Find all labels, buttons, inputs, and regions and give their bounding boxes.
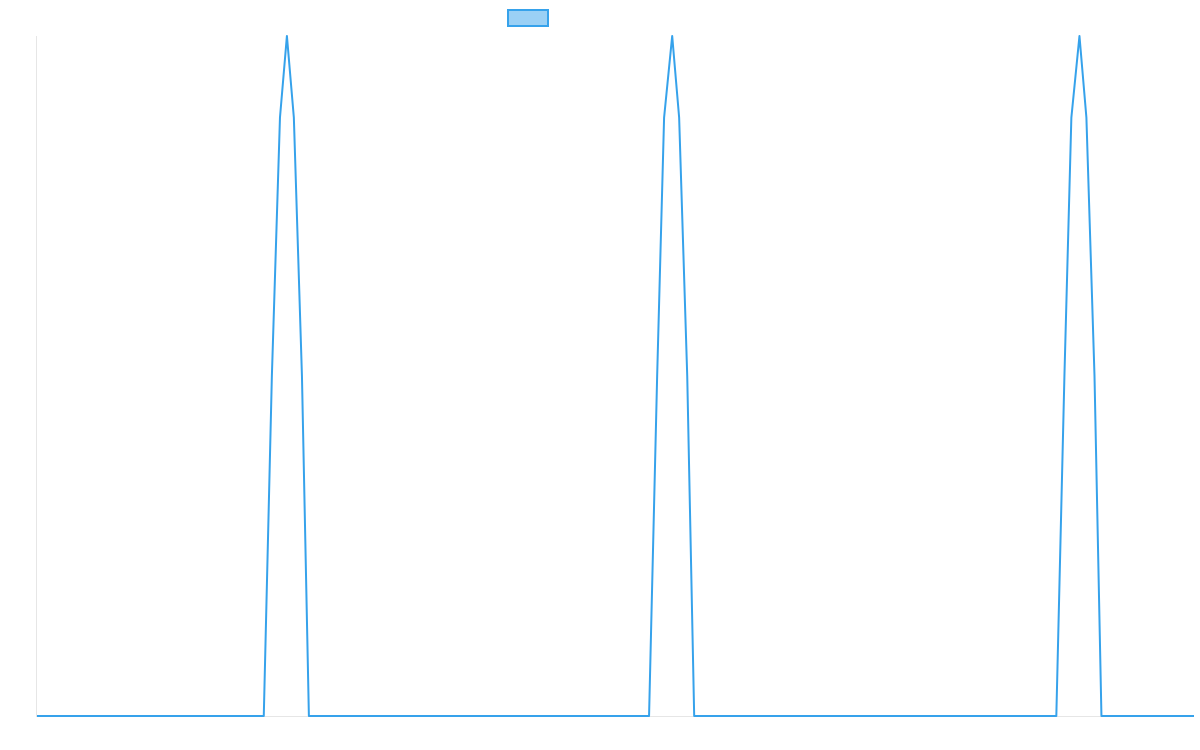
series-layer [37,35,1194,717]
legend[interactable] [507,9,549,27]
legend-swatch-0[interactable] [507,9,549,27]
series-line-0 [37,35,1194,717]
